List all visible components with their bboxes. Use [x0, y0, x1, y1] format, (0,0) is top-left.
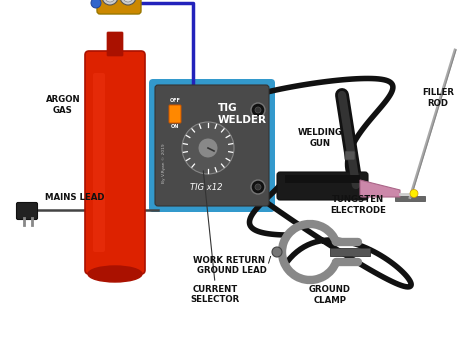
Circle shape	[102, 0, 118, 5]
Ellipse shape	[88, 266, 142, 282]
FancyBboxPatch shape	[277, 172, 368, 200]
FancyBboxPatch shape	[93, 73, 105, 252]
Text: WORK RETURN /
GROUND LEAD: WORK RETURN / GROUND LEAD	[193, 255, 271, 275]
Circle shape	[123, 0, 133, 2]
Polygon shape	[360, 180, 400, 197]
Circle shape	[255, 107, 261, 113]
Text: WELDING
GUN: WELDING GUN	[298, 128, 343, 148]
Circle shape	[182, 122, 234, 174]
FancyBboxPatch shape	[169, 105, 181, 123]
Text: GROUND
CLAMP: GROUND CLAMP	[309, 285, 351, 305]
Circle shape	[255, 184, 261, 190]
Circle shape	[120, 0, 136, 5]
Text: MAINS LEAD: MAINS LEAD	[45, 193, 105, 202]
FancyBboxPatch shape	[330, 248, 370, 256]
FancyBboxPatch shape	[17, 202, 37, 219]
FancyBboxPatch shape	[97, 0, 141, 14]
Circle shape	[251, 103, 265, 117]
FancyBboxPatch shape	[149, 79, 275, 212]
FancyBboxPatch shape	[395, 195, 425, 200]
Circle shape	[251, 180, 265, 194]
Text: FILLER
ROD: FILLER ROD	[422, 88, 454, 108]
Circle shape	[105, 0, 115, 2]
Text: CURRENT
SELECTOR: CURRENT SELECTOR	[191, 285, 240, 305]
Circle shape	[198, 138, 218, 158]
Text: ON: ON	[171, 123, 179, 128]
Text: ARGON
GAS: ARGON GAS	[46, 95, 80, 115]
Circle shape	[410, 190, 418, 197]
FancyBboxPatch shape	[107, 32, 123, 56]
Text: TUNGSTEN
ELECTRODE: TUNGSTEN ELECTRODE	[330, 195, 386, 215]
Circle shape	[91, 0, 101, 8]
Text: By V.Ryan © 2019: By V.Ryan © 2019	[162, 143, 166, 183]
Text: TIG
WELDER: TIG WELDER	[218, 103, 267, 125]
Text: OFF: OFF	[170, 98, 181, 103]
FancyBboxPatch shape	[155, 85, 269, 206]
FancyBboxPatch shape	[345, 151, 355, 160]
Circle shape	[272, 247, 282, 257]
FancyBboxPatch shape	[285, 175, 360, 183]
Text: TIG x12: TIG x12	[190, 183, 222, 192]
FancyBboxPatch shape	[85, 51, 145, 274]
